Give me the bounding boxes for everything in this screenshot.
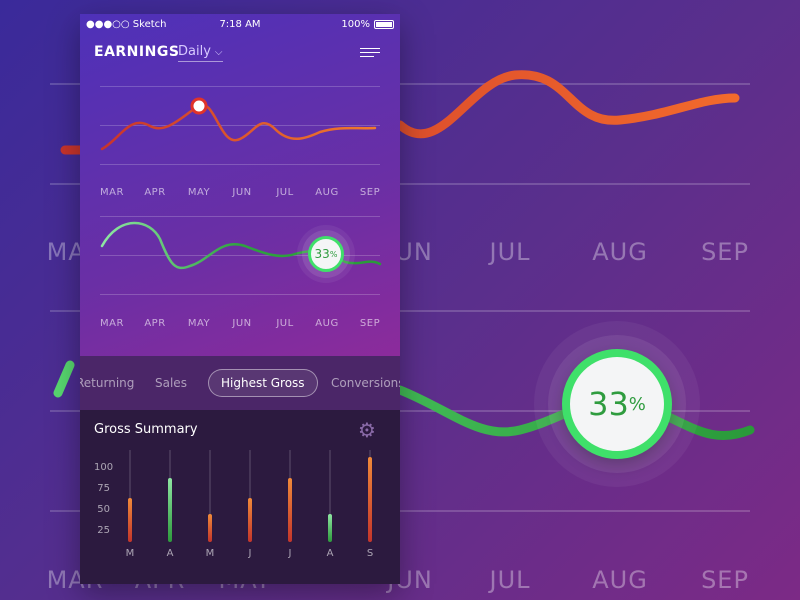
bar [168, 478, 172, 542]
chart-gridline [100, 255, 380, 256]
bar-track [168, 450, 172, 542]
bar-track [128, 450, 132, 542]
tab-highest-gross[interactable]: Highest Gross [208, 369, 318, 397]
conversion-badge: 33% [308, 236, 344, 272]
bg-month-label: AUG [592, 238, 648, 266]
bg-month-label: SEP [701, 238, 749, 266]
tab-sales[interactable]: Sales [155, 376, 187, 390]
earnings-panel: ●●●○○ Sketch 7:18 AM 100% EARNINGS Daily… [80, 14, 400, 356]
chart-gridline [100, 294, 380, 295]
tab-returning[interactable]: Returning [80, 376, 135, 390]
month-label: AUG [315, 187, 339, 198]
month-label: MAY [187, 318, 211, 329]
month-label: MAR [100, 187, 124, 198]
bar-track [328, 450, 332, 542]
gross-summary-panel: Gross Summary ⚙ 100 75 50 25 M A M J J A S [80, 410, 400, 584]
x-tick-label: J [248, 548, 252, 559]
chart-gridline [100, 164, 380, 165]
bar-track [208, 450, 212, 542]
month-label: APR [144, 318, 166, 329]
gross-summary-title: Gross Summary [94, 422, 198, 437]
conversion-badge-large: 33% [562, 349, 672, 459]
status-bar: ●●●○○ Sketch 7:18 AM 100% [80, 14, 400, 36]
month-label: JUN [232, 187, 252, 198]
battery-icon [374, 20, 394, 29]
bar-track [368, 450, 372, 542]
metric-tabs: Returning Sales Highest Gross Conversion… [80, 356, 400, 410]
x-tick-label: A [166, 548, 174, 559]
bg-month-label: JUL [489, 238, 531, 266]
month-label: MAR [100, 318, 124, 329]
bg-gridline [50, 310, 750, 312]
gear-icon[interactable]: ⚙ [358, 418, 376, 442]
x-tick-label: M [205, 548, 215, 559]
bar [328, 514, 332, 542]
month-label: SEP [359, 318, 381, 329]
bar [208, 514, 212, 542]
bg-month-label: SEP [701, 566, 749, 594]
bg-gridline [50, 510, 750, 512]
month-label: JUN [232, 318, 252, 329]
x-tick-label: S [366, 548, 374, 559]
period-value: Daily [178, 44, 211, 59]
menu-icon[interactable] [360, 48, 380, 60]
bg-month-label: JUL [489, 566, 531, 594]
bar-track [248, 450, 252, 542]
page-title: EARNINGS [94, 44, 180, 60]
y-tick-label: 100 [94, 462, 114, 473]
month-label: JUL [276, 187, 294, 198]
chart-gridline [100, 216, 380, 217]
period-dropdown[interactable]: Daily ⌵ [178, 44, 223, 62]
chart-gridline [100, 125, 380, 126]
month-label: MAY [187, 187, 211, 198]
bar-track [288, 450, 292, 542]
clock: 7:18 AM [219, 19, 261, 30]
earnings-line [100, 103, 377, 151]
bg-gridline [50, 183, 750, 185]
month-label: SEP [359, 187, 381, 198]
y-tick-label: 25 [97, 525, 110, 536]
y-tick-label: 50 [97, 504, 110, 515]
battery-percent: 100% [341, 19, 370, 30]
tab-conversions[interactable]: Conversions [331, 376, 400, 390]
carrier: ●●●○○ Sketch [86, 19, 167, 30]
x-tick-label: A [326, 548, 334, 559]
bar [128, 498, 132, 542]
bg-month-label: AUG [592, 566, 648, 594]
line-charts [100, 97, 382, 270]
conversion-line [100, 221, 382, 270]
bg-earnings-curve [60, 70, 740, 155]
bg-gridline [50, 83, 750, 85]
month-label: JUL [276, 318, 294, 329]
y-tick-label: 75 [97, 483, 110, 494]
bar [288, 478, 292, 542]
month-label: APR [144, 187, 166, 198]
chart-gridline [100, 86, 380, 87]
bar [368, 457, 372, 542]
chevron-down-icon: ⌵ [214, 47, 223, 58]
earnings-point-marker [190, 97, 208, 115]
phone-screen: ●●●○○ Sketch 7:18 AM 100% EARNINGS Daily… [80, 14, 400, 584]
bar [248, 498, 252, 542]
x-tick-label: J [288, 548, 292, 559]
bg-gridline [50, 410, 750, 412]
x-tick-label: M [125, 548, 135, 559]
month-label: AUG [315, 318, 339, 329]
